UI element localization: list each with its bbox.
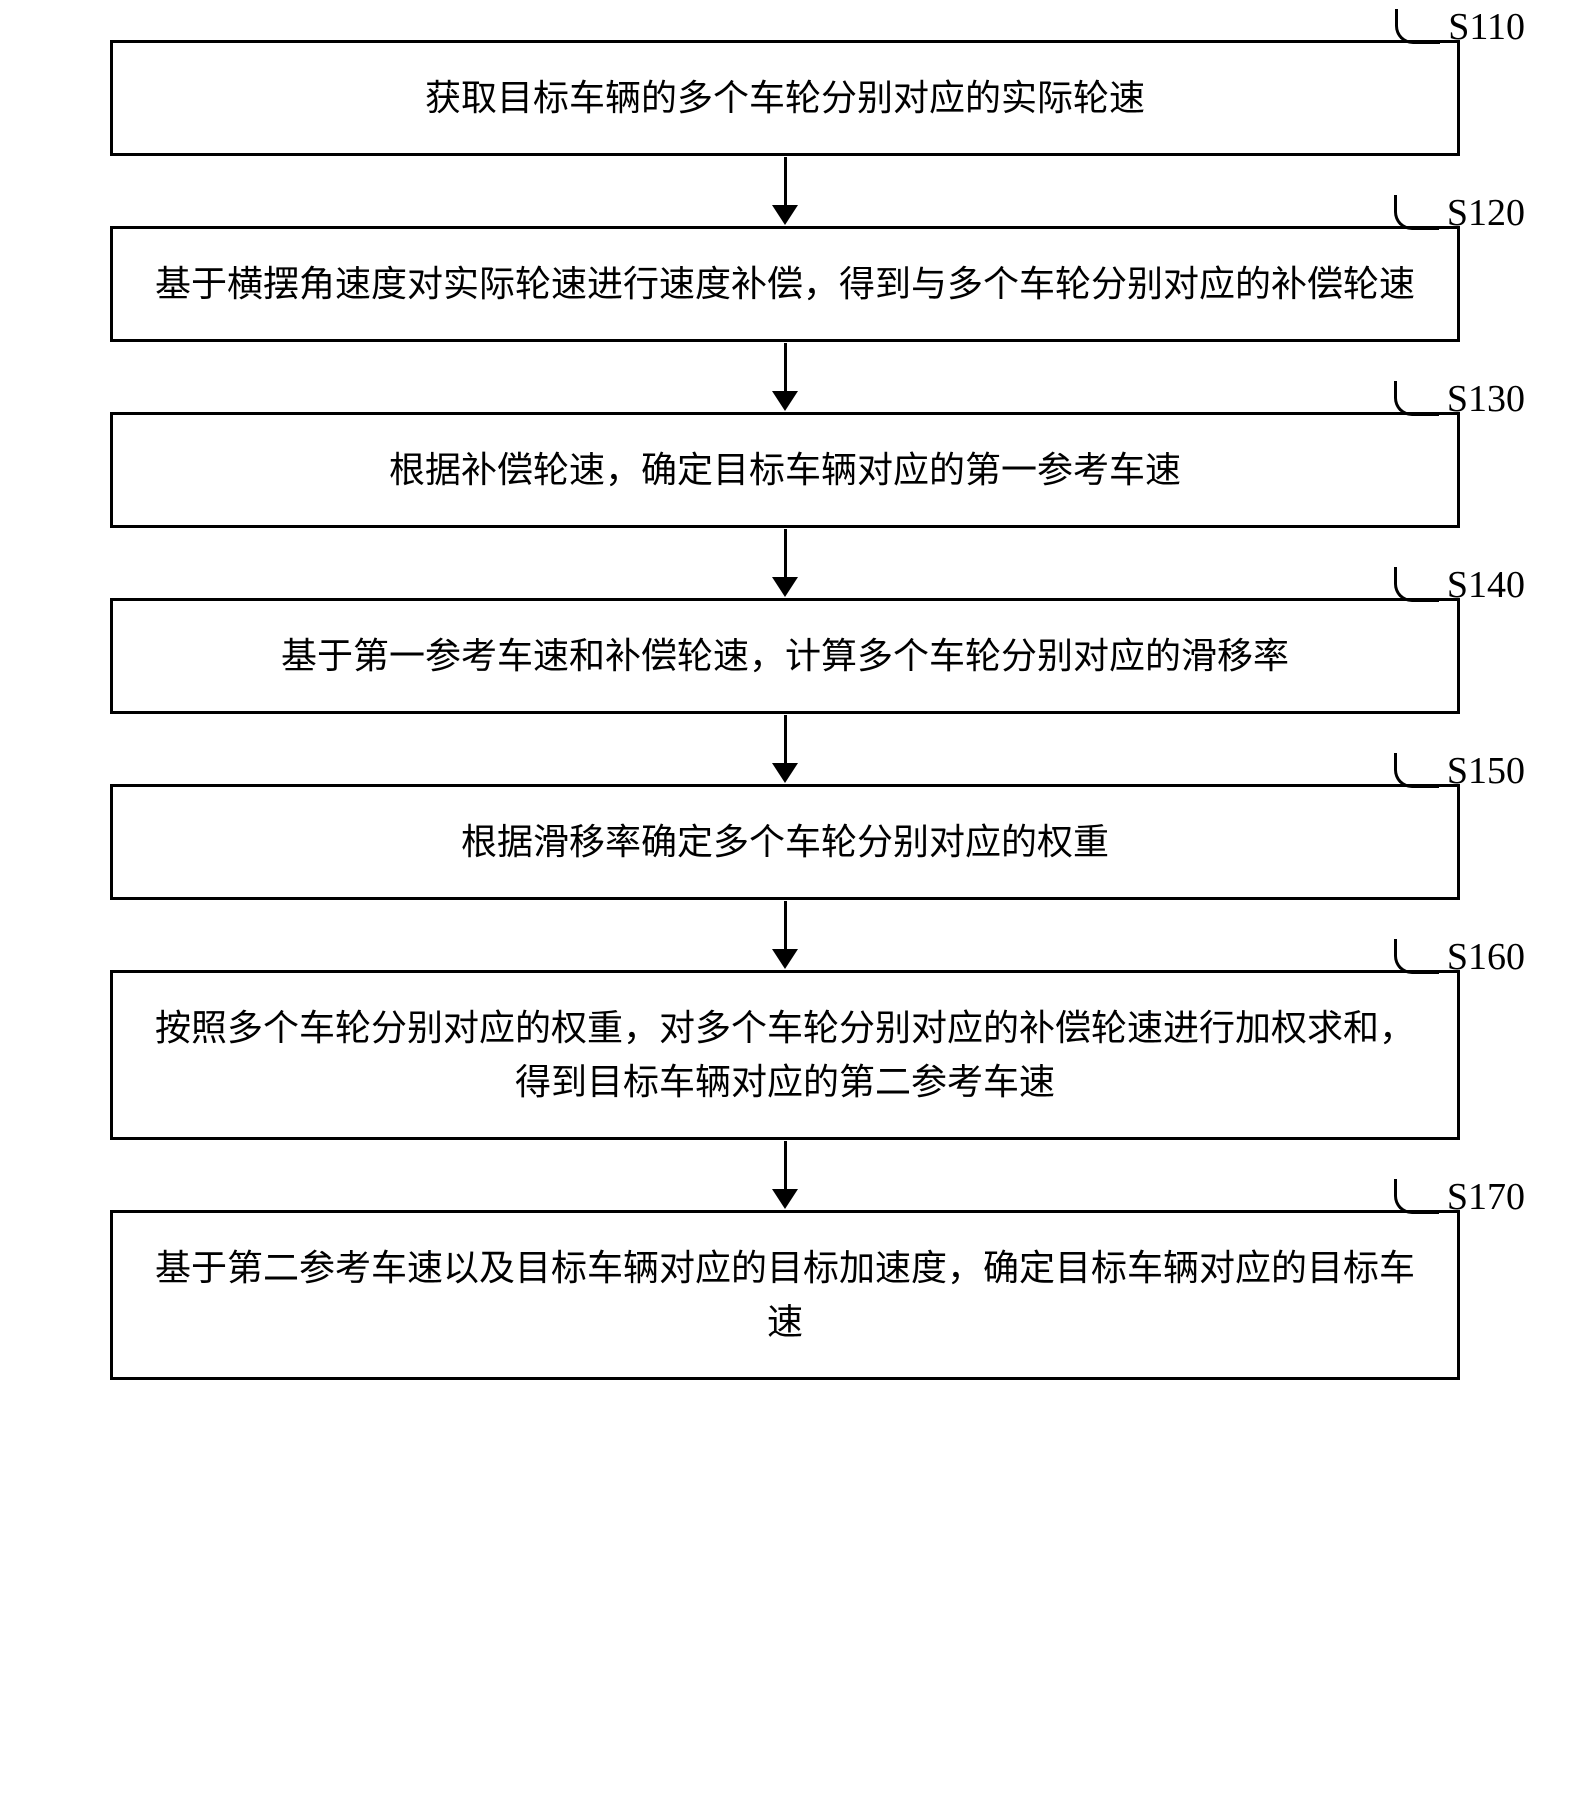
arrow-head bbox=[772, 391, 798, 411]
step-label-text: S160 bbox=[1447, 935, 1525, 979]
step-text: 按照多个车轮分别对应的权重，对多个车轮分别对应的补偿轮速进行加权求和，得到目标车… bbox=[153, 1001, 1417, 1109]
step-label-text: S170 bbox=[1447, 1175, 1525, 1219]
step-label: S170 bbox=[1394, 1175, 1525, 1219]
arrow-icon bbox=[772, 1140, 798, 1210]
label-connector-icon bbox=[1394, 567, 1439, 602]
label-connector-icon bbox=[1394, 195, 1439, 230]
arrow-line bbox=[784, 715, 787, 763]
arrow-icon bbox=[772, 528, 798, 598]
label-connector-icon bbox=[1394, 1179, 1439, 1214]
arrow-line bbox=[784, 157, 787, 205]
step-label-text: S150 bbox=[1447, 749, 1525, 793]
step-label: S130 bbox=[1394, 377, 1525, 421]
arrow-icon bbox=[772, 900, 798, 970]
arrow-icon bbox=[772, 714, 798, 784]
step-text: 基于横摆角速度对实际轮速进行速度补偿，得到与多个车轮分别对应的补偿轮速 bbox=[155, 257, 1415, 311]
arrow-line bbox=[784, 343, 787, 391]
step-wrapper: S160 按照多个车轮分别对应的权重，对多个车轮分别对应的补偿轮速进行加权求和，… bbox=[35, 970, 1535, 1140]
arrow-line bbox=[784, 1141, 787, 1189]
arrow-head bbox=[772, 205, 798, 225]
step-text: 根据滑移率确定多个车轮分别对应的权重 bbox=[461, 815, 1109, 869]
step-label-text: S140 bbox=[1447, 563, 1525, 607]
step-label: S150 bbox=[1394, 749, 1525, 793]
step-label: S120 bbox=[1394, 191, 1525, 235]
step-label-text: S110 bbox=[1448, 5, 1525, 49]
step-box: 获取目标车辆的多个车轮分别对应的实际轮速 bbox=[110, 40, 1460, 156]
arrow-line bbox=[784, 529, 787, 577]
label-connector-icon bbox=[1394, 753, 1439, 788]
step-box: 根据滑移率确定多个车轮分别对应的权重 bbox=[110, 784, 1460, 900]
step-box: 基于横摆角速度对实际轮速进行速度补偿，得到与多个车轮分别对应的补偿轮速 bbox=[110, 226, 1460, 342]
arrow-head bbox=[772, 763, 798, 783]
step-text: 基于第二参考车速以及目标车辆对应的目标加速度，确定目标车辆对应的目标车速 bbox=[153, 1241, 1417, 1349]
label-connector-icon bbox=[1394, 381, 1439, 416]
step-label-text: S130 bbox=[1447, 377, 1525, 421]
step-text: 根据补偿轮速，确定目标车辆对应的第一参考车速 bbox=[389, 443, 1181, 497]
step-label: S140 bbox=[1394, 563, 1525, 607]
arrow-line bbox=[784, 901, 787, 949]
step-text: 获取目标车辆的多个车轮分别对应的实际轮速 bbox=[425, 71, 1145, 125]
step-box: 基于第一参考车速和补偿轮速，计算多个车轮分别对应的滑移率 bbox=[110, 598, 1460, 714]
step-wrapper: S130 根据补偿轮速，确定目标车辆对应的第一参考车速 bbox=[35, 412, 1535, 528]
step-label-text: S120 bbox=[1447, 191, 1525, 235]
step-box: 基于第二参考车速以及目标车辆对应的目标加速度，确定目标车辆对应的目标车速 bbox=[110, 1210, 1460, 1380]
step-text: 基于第一参考车速和补偿轮速，计算多个车轮分别对应的滑移率 bbox=[281, 629, 1289, 683]
step-wrapper: S170 基于第二参考车速以及目标车辆对应的目标加速度，确定目标车辆对应的目标车… bbox=[35, 1210, 1535, 1380]
step-wrapper: S110 获取目标车辆的多个车轮分别对应的实际轮速 bbox=[35, 40, 1535, 156]
arrow-head bbox=[772, 949, 798, 969]
step-label: S110 bbox=[1395, 5, 1525, 49]
arrow-icon bbox=[772, 342, 798, 412]
label-connector-icon bbox=[1394, 939, 1439, 974]
flowchart-container: S110 获取目标车辆的多个车轮分别对应的实际轮速 S120 基于横摆角速度对实… bbox=[35, 40, 1535, 1380]
label-connector-icon bbox=[1395, 9, 1440, 44]
step-label: S160 bbox=[1394, 935, 1525, 979]
step-box: 根据补偿轮速，确定目标车辆对应的第一参考车速 bbox=[110, 412, 1460, 528]
arrow-icon bbox=[772, 156, 798, 226]
step-box: 按照多个车轮分别对应的权重，对多个车轮分别对应的补偿轮速进行加权求和，得到目标车… bbox=[110, 970, 1460, 1140]
step-wrapper: S140 基于第一参考车速和补偿轮速，计算多个车轮分别对应的滑移率 bbox=[35, 598, 1535, 714]
step-wrapper: S120 基于横摆角速度对实际轮速进行速度补偿，得到与多个车轮分别对应的补偿轮速 bbox=[35, 226, 1535, 342]
step-wrapper: S150 根据滑移率确定多个车轮分别对应的权重 bbox=[35, 784, 1535, 900]
arrow-head bbox=[772, 577, 798, 597]
arrow-head bbox=[772, 1189, 798, 1209]
